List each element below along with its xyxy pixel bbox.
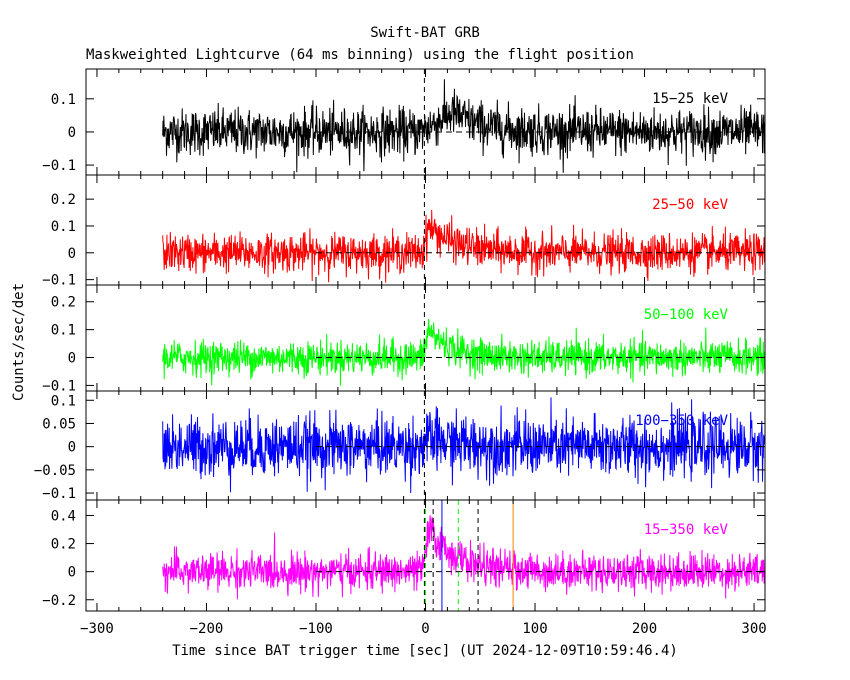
x-tick-label: 300 — [741, 621, 766, 637]
energy-band-label: 50−100 keV — [644, 307, 729, 323]
series-line — [162, 515, 766, 600]
y-tick-label: 0.2 — [51, 295, 76, 311]
y-tick-label: 0.4 — [51, 508, 76, 524]
panel-25-50-kev: −0.1 0 0.1 0.2 25−50 keV — [42, 174, 766, 289]
panel-15-25-kev: −0.1 0 0.1 15−25 keV — [42, 68, 766, 176]
x-tick-label: 200 — [632, 621, 657, 637]
panel-15-350-kev: −0.2 0 0.2 0.4 15−350 keV — [42, 499, 766, 612]
y-tick-label: 0.1 — [51, 393, 76, 409]
panel-50-100-kev: −0.1 0 0.1 0.2 50−100 keV — [42, 284, 766, 394]
y-tick-label: 0.2 — [51, 192, 76, 208]
series-line — [162, 397, 766, 494]
x-axis-label: Time since BAT trigger time [sec] (UT 20… — [172, 643, 678, 659]
y-tick-label: 0 — [68, 125, 76, 141]
series-line — [162, 209, 766, 283]
y-tick-label: 0.1 — [51, 92, 76, 108]
y-tick-label: −0.05 — [34, 463, 76, 479]
y-tick-label: 0 — [68, 440, 76, 456]
y-tick-label: 0 — [68, 246, 76, 262]
energy-band-label: 100−350 keV — [635, 413, 728, 429]
x-tick-label: −100 — [299, 621, 333, 637]
y-tick-label: −0.2 — [42, 593, 76, 609]
panel-100-350-kev: −0.1 −0.05 0 0.05 0.1 100−350 keV — [34, 390, 766, 502]
energy-band-label: 15−25 keV — [652, 91, 728, 107]
y-tick-label: 0.1 — [51, 219, 76, 235]
x-tick-label: −300 — [80, 621, 114, 637]
y-tick-label: −0.1 — [42, 486, 76, 502]
energy-band-label: 25−50 keV — [652, 197, 728, 213]
y-tick-label: −0.1 — [42, 158, 76, 174]
energy-band-label: 15−350 keV — [644, 522, 729, 538]
series-line — [162, 79, 766, 173]
y-tick-label: 0 — [68, 351, 76, 367]
x-tick-label: −200 — [190, 621, 224, 637]
y-tick-label: 0 — [68, 565, 76, 581]
y-tick-label: 0.05 — [42, 416, 76, 432]
chart-subtitle: Maskweighted Lightcurve (64 ms binning) … — [86, 47, 634, 63]
y-tick-label: −0.1 — [42, 378, 76, 394]
panels: −0.100.1 15−25 keV−0.100.10.2 25−50 keV−0.… — [34, 68, 767, 637]
chart-title: Swift-BAT GRB — [370, 25, 480, 41]
y-axis-label: Counts/sec/det — [11, 283, 27, 401]
y-tick-label: −0.1 — [42, 273, 76, 289]
y-tick-label: 0.1 — [51, 323, 76, 339]
x-tick-label: 100 — [522, 621, 547, 637]
x-tick-label: 0 — [421, 621, 429, 637]
y-tick-label: 0.2 — [51, 537, 76, 553]
panel-frame — [85, 284, 766, 392]
series-line — [162, 318, 766, 386]
